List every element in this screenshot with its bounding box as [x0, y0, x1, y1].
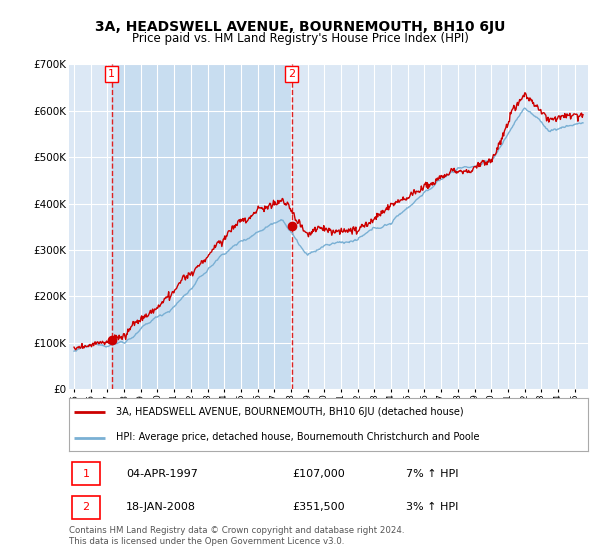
Text: 1: 1	[108, 69, 115, 80]
Text: 1: 1	[83, 469, 89, 479]
Text: 3A, HEADSWELL AVENUE, BOURNEMOUTH, BH10 6JU: 3A, HEADSWELL AVENUE, BOURNEMOUTH, BH10 …	[95, 20, 505, 34]
FancyBboxPatch shape	[71, 496, 100, 519]
Bar	[112, 64, 292, 389]
Text: Price paid vs. HM Land Registry's House Price Index (HPI): Price paid vs. HM Land Registry's House …	[131, 32, 469, 45]
FancyBboxPatch shape	[71, 462, 100, 486]
Text: Contains HM Land Registry data © Crown copyright and database right 2024.
This d: Contains HM Land Registry data © Crown c…	[69, 526, 404, 546]
Text: 2: 2	[83, 502, 89, 512]
Text: 18-JAN-2008: 18-JAN-2008	[126, 502, 196, 512]
Text: 04-APR-1997: 04-APR-1997	[126, 469, 198, 479]
Text: 3% ↑ HPI: 3% ↑ HPI	[406, 502, 459, 512]
Text: 3A, HEADSWELL AVENUE, BOURNEMOUTH, BH10 6JU (detached house): 3A, HEADSWELL AVENUE, BOURNEMOUTH, BH10 …	[116, 408, 463, 418]
Text: HPI: Average price, detached house, Bournemouth Christchurch and Poole: HPI: Average price, detached house, Bour…	[116, 432, 479, 442]
Text: 7% ↑ HPI: 7% ↑ HPI	[406, 469, 459, 479]
Text: 2: 2	[288, 69, 295, 80]
Text: £107,000: £107,000	[292, 469, 345, 479]
Text: £351,500: £351,500	[292, 502, 345, 512]
